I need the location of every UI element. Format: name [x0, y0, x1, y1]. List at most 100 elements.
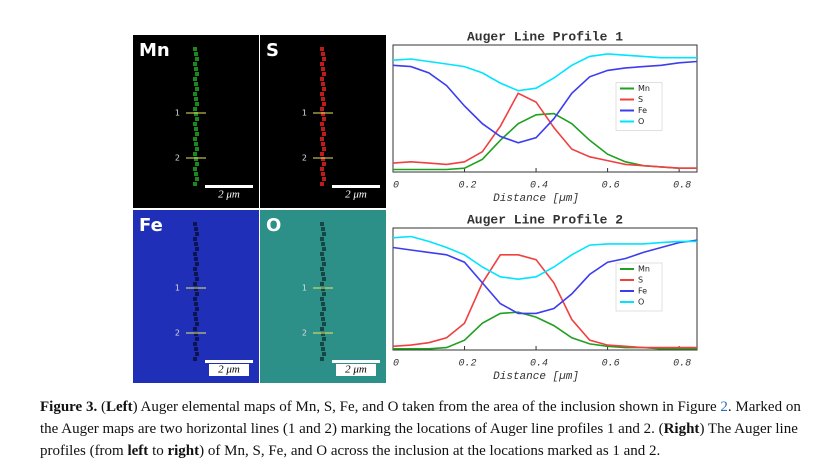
inclusion-streak	[193, 222, 197, 226]
inclusion-streak	[320, 47, 324, 51]
inclusion-streak	[321, 242, 325, 246]
inclusion-streak	[321, 97, 325, 101]
inclusion-streak	[320, 252, 324, 256]
inclusion-streak	[195, 352, 199, 356]
marker-label: 2	[302, 154, 307, 163]
legend-label: Fe	[638, 287, 647, 296]
inclusion-streak	[321, 302, 325, 306]
legend-label: S	[638, 95, 643, 104]
legend-label: O	[638, 117, 644, 126]
inclusion-streak	[321, 52, 325, 56]
x-axis-label: Distance [µm]	[493, 193, 579, 205]
inclusion-streak	[320, 297, 324, 301]
inclusion-streak	[193, 312, 197, 316]
inclusion-streak	[321, 227, 325, 231]
inclusion-streak	[195, 262, 199, 266]
scale-box	[336, 189, 376, 201]
inclusion-streak	[193, 122, 197, 126]
inclusion-streak	[194, 172, 198, 176]
x-tick-label: 0.4	[530, 359, 548, 370]
map-label: O	[266, 215, 281, 236]
marker-label: 1	[302, 109, 307, 118]
inclusion-streak	[193, 342, 197, 346]
x-tick-label: 0.4	[530, 181, 548, 192]
map-label: Mn	[139, 40, 170, 61]
inclusion-streak	[322, 177, 326, 181]
scale-bar	[205, 360, 253, 363]
inclusion-streak	[194, 112, 198, 116]
inclusion-streak	[321, 257, 325, 261]
inclusion-streak	[193, 137, 197, 141]
legend-label: Fe	[638, 106, 647, 115]
map-label: S	[266, 40, 279, 61]
inclusion-streak	[194, 52, 198, 56]
inclusion-streak	[322, 147, 326, 151]
caption-text: right	[167, 443, 200, 459]
inclusion-streak	[195, 87, 199, 91]
inclusion-streak	[194, 332, 198, 336]
x-tick-label: 0.6	[602, 181, 620, 192]
inclusion-streak	[194, 272, 198, 276]
x-tick-label: 0.8	[673, 181, 691, 192]
legend-label: Mn	[638, 84, 650, 93]
figure: Mn 1 2 2 μm S 1 2 2 μm Fe 1 2 2 μm O 1 2 2 μm Auger Line…	[133, 29, 698, 383]
inclusion-streak	[193, 282, 197, 286]
profile-line	[392, 235, 697, 281]
inclusion-streak	[193, 107, 197, 111]
inclusion-streak	[322, 87, 326, 91]
inclusion-streak	[195, 117, 199, 121]
inclusion-streak	[320, 137, 324, 141]
inclusion-streak	[195, 132, 199, 136]
inclusion-streak	[322, 352, 326, 356]
inclusion-streak	[195, 102, 199, 106]
inclusion-streak	[193, 167, 197, 171]
map-label: Fe	[139, 215, 163, 236]
caption-text: Figure 3.	[40, 399, 98, 415]
inclusion-streak	[195, 337, 199, 341]
inclusion-streak	[321, 142, 325, 146]
inclusion-streak	[194, 242, 198, 246]
marker-label: 1	[175, 109, 180, 118]
inclusion-streak	[320, 312, 324, 316]
inclusion-streak	[322, 232, 326, 236]
inclusion-streak	[321, 112, 325, 116]
scale-label: 2 μm	[345, 189, 367, 201]
scale-label: 2 μm	[218, 189, 240, 201]
inclusion-streak	[322, 337, 326, 341]
inclusion-streak	[195, 72, 199, 76]
inclusion-streak	[321, 67, 325, 71]
caption-text: to	[148, 443, 168, 459]
scale-box	[209, 189, 249, 201]
scale-bar	[332, 360, 380, 363]
caption-text[interactable]: 2	[720, 399, 728, 415]
profile-line	[392, 60, 698, 144]
inclusion-streak	[321, 172, 325, 176]
inclusion-streak	[194, 302, 198, 306]
chart-title: Auger Line Profile 1	[467, 29, 623, 44]
inclusion-streak	[322, 117, 326, 121]
inclusion-streak	[193, 77, 197, 81]
inclusion-streak	[322, 247, 326, 251]
inclusion-streak	[320, 237, 324, 241]
inclusion-streak	[320, 342, 324, 346]
inclusion-streak	[195, 292, 199, 296]
inclusion-streak	[320, 282, 324, 286]
inclusion-streak	[194, 127, 198, 131]
inclusion-streak	[195, 322, 199, 326]
inclusion-streak	[194, 82, 198, 86]
inclusion-streak	[320, 92, 324, 96]
scale-box	[336, 364, 376, 376]
inclusion-streak	[194, 257, 198, 261]
x-tick-label: 0	[393, 359, 399, 370]
marker-label: 1	[175, 284, 180, 293]
caption-text: Left	[105, 399, 133, 415]
legend-label: O	[638, 298, 644, 307]
inclusion-streak	[322, 322, 326, 326]
marker-label: 2	[175, 329, 180, 338]
caption-text: (	[97, 399, 106, 415]
caption: Figure 3. (Left) Auger elemental maps of…	[40, 396, 810, 462]
scale-bar	[332, 185, 380, 188]
inclusion-streak	[195, 57, 199, 61]
inclusion-streak	[193, 92, 197, 96]
